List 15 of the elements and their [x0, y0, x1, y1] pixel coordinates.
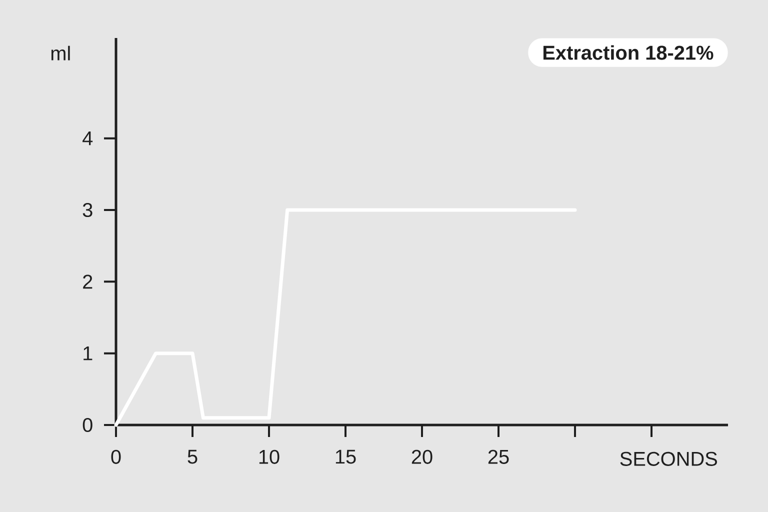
x-tick-label: 0 [111, 450, 121, 464]
x-tick-label: 15 [336, 450, 356, 464]
x-tick-label: 10 [259, 450, 280, 464]
y-tick-label: 3 [82, 202, 92, 218]
annotation: Extraction 18-21% [543, 45, 714, 60]
x-tick-label: 5 [188, 450, 198, 464]
y-axis-title: ml [51, 46, 70, 60]
y-tick-label: 1 [84, 346, 92, 360]
y-tick-label: 4 [82, 131, 93, 146]
x-axis-title: SECONDS [620, 452, 717, 466]
y-tick-label: 2 [83, 274, 92, 289]
line-series [114, 208, 577, 427]
x-tick-label: 20 [412, 450, 432, 464]
x-tick-label: 25 [488, 450, 509, 464]
y-tick-label: 0 [82, 418, 92, 432]
